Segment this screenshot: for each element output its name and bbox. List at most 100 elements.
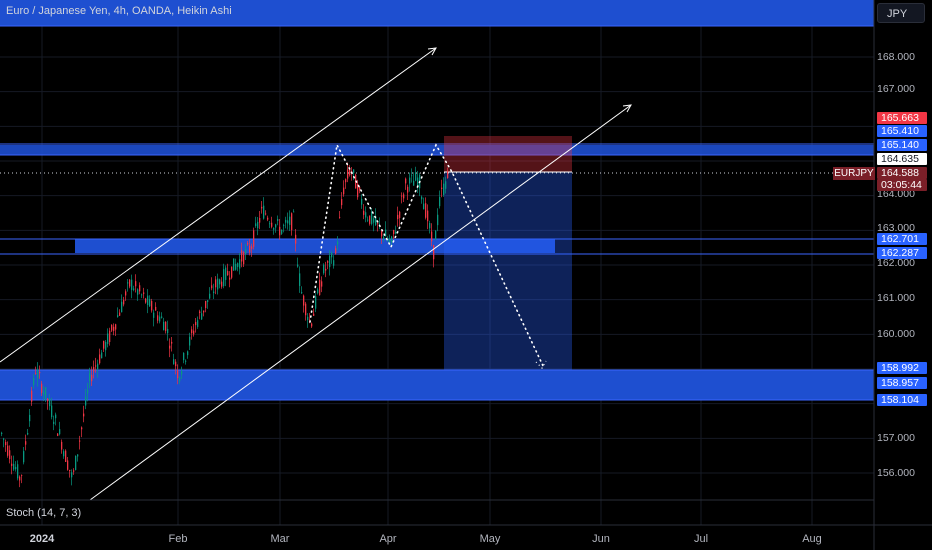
candle-body (21, 475, 23, 476)
candle-body (297, 264, 299, 267)
candle-body (383, 236, 385, 239)
candle-body (231, 266, 233, 278)
candle-body (105, 342, 107, 351)
candle-body (225, 267, 227, 280)
candle-body (259, 218, 261, 223)
x-tick: Jun (592, 533, 610, 545)
candle-body (293, 211, 295, 213)
candle-body (133, 288, 135, 290)
candle-body (55, 414, 57, 419)
candle-body (99, 354, 101, 364)
candle-body (187, 351, 189, 356)
candle-body (17, 464, 19, 479)
candle-body (275, 224, 277, 228)
candle-body (271, 222, 273, 227)
entry-price-label: 164.635 (877, 153, 927, 165)
candle-body (157, 315, 159, 321)
zone-top (0, 0, 874, 26)
candle-body (269, 223, 271, 225)
y-tick: 160.000 (877, 328, 915, 340)
candle-body (67, 460, 69, 470)
candle-body (447, 170, 449, 179)
candle-body (81, 427, 83, 430)
candle-body (207, 300, 209, 303)
candle-body (113, 326, 115, 331)
candle-body (23, 451, 25, 463)
candle-body (91, 374, 93, 382)
x-tick: Jul (693, 533, 709, 545)
candle-body (59, 429, 61, 435)
candle-body (121, 301, 123, 313)
candle-body (411, 175, 413, 177)
candle-body (363, 210, 365, 215)
candle-body (313, 313, 315, 316)
candle-body (205, 300, 207, 308)
y-tick: 168.000 (877, 51, 915, 63)
currency-button[interactable]: JPY (877, 3, 925, 23)
candle-body (65, 450, 67, 462)
candle-body (111, 324, 113, 331)
candle-body (75, 455, 77, 470)
candle-body (305, 303, 307, 316)
candle-body (435, 230, 437, 240)
candle-body (117, 315, 119, 317)
candle-body (7, 445, 9, 456)
candle-body (277, 218, 279, 221)
candle-body (433, 245, 435, 260)
candle-body (19, 476, 21, 481)
candle-body (369, 215, 371, 224)
y-tick: 167.000 (877, 83, 915, 95)
candle-body (95, 365, 97, 367)
candle-body (341, 199, 343, 206)
candle-body (211, 285, 213, 289)
candle-body (395, 231, 397, 234)
candle-body (239, 259, 241, 269)
zone-price-label: 158.957 (877, 377, 927, 389)
candle-body (295, 234, 297, 244)
chart-title: Euro / Japanese Yen, 4h, OANDA, Heikin A… (6, 5, 232, 17)
stochastic-indicator-label[interactable]: Stoch (14, 7, 3) (6, 507, 82, 519)
candle-body (299, 273, 301, 286)
y-tick: 164.000 (877, 188, 915, 200)
candle-body (145, 298, 147, 303)
candle-body (25, 441, 27, 445)
candle-body (365, 212, 367, 218)
candle-body (167, 328, 169, 334)
candle-body (199, 311, 201, 313)
candle-body (77, 454, 79, 457)
candle-body (15, 466, 17, 470)
candle-body (219, 279, 221, 285)
candle-body (69, 469, 71, 472)
candle-body (11, 463, 13, 466)
candles (1, 162, 449, 488)
candle-body (319, 279, 321, 296)
candle-body (115, 324, 117, 330)
candle-body (31, 390, 33, 402)
candle-body (403, 194, 405, 199)
candle-body (381, 231, 383, 237)
current-price-label: 164.588 (877, 167, 927, 179)
candle-body (155, 306, 157, 311)
candle-body (291, 213, 293, 231)
candle-body (353, 169, 355, 173)
candle-body (267, 217, 269, 220)
zone-price-label: 165.140 (877, 139, 927, 151)
candle-body (39, 372, 41, 374)
candle-body (263, 205, 265, 219)
bar-countdown-label: 03:05:44 (877, 179, 927, 191)
candle-body (179, 377, 181, 382)
candle-body (45, 387, 47, 400)
candle-body (285, 219, 287, 223)
zone-support (0, 370, 874, 400)
candle-body (119, 312, 121, 316)
candle-body (159, 316, 161, 322)
x-tick: Apr (379, 533, 397, 545)
candle-body (345, 179, 347, 183)
candle-body (281, 229, 283, 234)
candle-body (177, 370, 179, 379)
candle-body (425, 203, 427, 218)
candle-body (41, 383, 43, 393)
candle-body (235, 263, 237, 270)
candle-body (107, 333, 109, 344)
